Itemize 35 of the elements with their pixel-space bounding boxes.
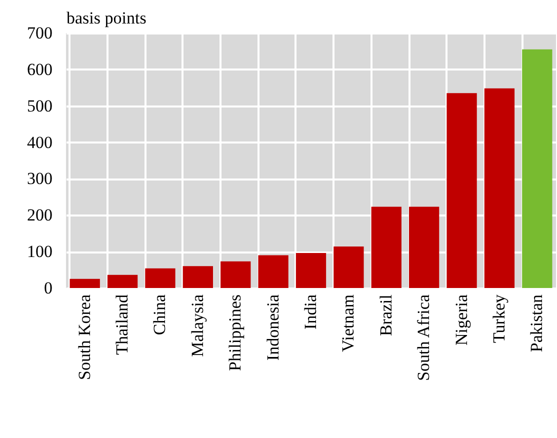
y-tick-label: 700 bbox=[27, 24, 52, 42]
y-tick-label: 500 bbox=[27, 96, 52, 116]
x-tick-label: Philippines bbox=[226, 294, 245, 372]
y-tick-label: 0 bbox=[44, 278, 52, 298]
bar bbox=[70, 278, 100, 288]
y-tick-label: 300 bbox=[27, 169, 52, 188]
bar bbox=[107, 274, 138, 288]
x-tick-label: South Korea bbox=[74, 294, 94, 380]
x-tick-label: South Africa bbox=[414, 294, 434, 381]
x-tick-label: Malaysia bbox=[188, 294, 207, 357]
x-tick-label: Pakistan bbox=[527, 294, 546, 352]
x-tick-label: India bbox=[301, 294, 320, 330]
x-tick-label: Indonesia bbox=[263, 294, 282, 361]
x-tick-label: Vietnam bbox=[338, 294, 358, 352]
bar bbox=[258, 255, 288, 288]
x-tick-label: Thailand bbox=[112, 294, 132, 355]
bar bbox=[145, 268, 176, 288]
y-tick-label: 400 bbox=[27, 132, 52, 152]
bar bbox=[484, 88, 515, 288]
bar bbox=[334, 246, 364, 288]
bar bbox=[220, 261, 251, 288]
x-tick-label: China bbox=[150, 294, 170, 336]
bar bbox=[182, 266, 213, 288]
y-tick-label: 600 bbox=[27, 60, 52, 79]
y-axis-title: basis points bbox=[66, 8, 146, 28]
bar bbox=[409, 206, 440, 288]
x-tick-label: Nigeria bbox=[452, 294, 471, 346]
y-tick-label: 200 bbox=[27, 206, 52, 225]
bar bbox=[296, 253, 326, 288]
bar bbox=[446, 93, 477, 288]
x-tick-label: Brazil bbox=[376, 294, 396, 336]
bar bbox=[522, 49, 552, 288]
bar bbox=[371, 206, 402, 288]
x-tick-label: Turkey bbox=[489, 294, 508, 343]
y-tick-label: 100 bbox=[27, 242, 52, 262]
